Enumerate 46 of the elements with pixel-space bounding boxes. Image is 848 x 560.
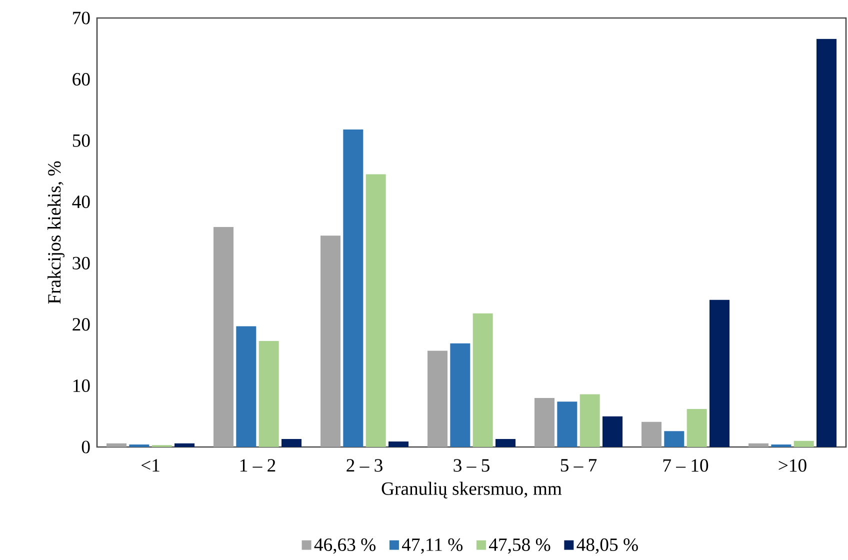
- x-tick-label: 3 – 5: [454, 459, 490, 472]
- y-tick-label: 10: [73, 379, 90, 392]
- bar: [343, 130, 364, 447]
- legend-label: 47,11 %: [402, 538, 462, 554]
- y-tick-label: 70: [73, 12, 90, 24]
- x-axis-title: Granulių skersmuo, mm: [382, 482, 562, 498]
- bar: [496, 439, 516, 447]
- y-axis-title: Frakcijos kiekis, %: [48, 161, 64, 304]
- bar: [664, 431, 684, 447]
- bar: [450, 343, 470, 447]
- bar: [580, 394, 600, 447]
- bar: [557, 402, 578, 447]
- bar: [320, 236, 341, 447]
- x-tick-label: 2 – 3: [346, 459, 382, 472]
- legend-label: 48,05 %: [576, 538, 638, 554]
- y-tick-label: 40: [72, 196, 90, 208]
- bar: [794, 440, 814, 447]
- bar: [174, 443, 195, 447]
- y-tick-label: 20: [72, 318, 90, 331]
- y-tick-label: 30: [72, 256, 90, 270]
- bar: [534, 398, 554, 447]
- bar: [258, 340, 279, 447]
- bar: [428, 350, 448, 447]
- x-tick-label: 5 – 7: [560, 459, 597, 472]
- bar: [214, 226, 234, 447]
- bar: [748, 443, 769, 447]
- x-tick-label: >10: [778, 459, 806, 472]
- bar: [602, 416, 623, 447]
- bar: [686, 409, 707, 447]
- bar: [366, 174, 386, 447]
- y-tick-label: 0: [82, 440, 90, 454]
- bar: [388, 441, 409, 447]
- y-tick-label: 50: [72, 134, 90, 147]
- x-tick-label: 1 – 2: [240, 459, 276, 472]
- bar: [236, 326, 256, 447]
- bar: [642, 422, 662, 447]
- bar: [472, 313, 493, 447]
- bar: [282, 439, 302, 447]
- x-tick-label: 7 – 10: [663, 459, 708, 472]
- legend-label: 47,58 %: [488, 538, 550, 554]
- bar: [710, 300, 730, 447]
- legend-label: 46,63 %: [314, 538, 376, 554]
- y-tick-label: 60: [72, 72, 90, 86]
- bar: [106, 443, 126, 447]
- x-tick-label: <1: [141, 459, 160, 472]
- bar: [816, 38, 837, 447]
